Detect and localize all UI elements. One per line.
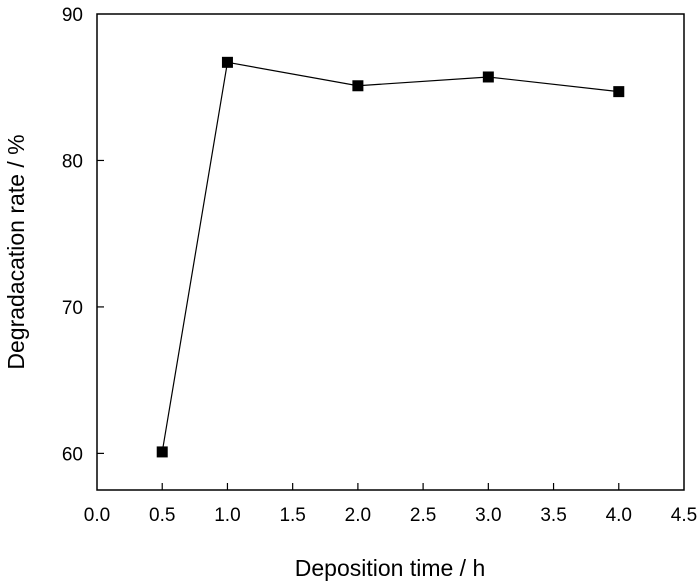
x-tick-label: 1.5 <box>279 505 305 526</box>
y-tick-label: 70 <box>62 298 83 319</box>
data-point-marker <box>156 446 168 458</box>
data-point-marker <box>221 56 233 68</box>
x-tick-label: 1.0 <box>214 505 240 526</box>
data-point-marker <box>482 71 494 83</box>
data-point-marker <box>613 86 625 98</box>
x-tick-label: 2.5 <box>410 505 436 526</box>
x-tick-label: 0.5 <box>149 505 175 526</box>
x-tick-label: 3.0 <box>475 505 501 526</box>
x-tick-label: 4.0 <box>606 505 632 526</box>
plot-frame <box>96 13 685 491</box>
data-point-marker <box>352 80 364 92</box>
x-tick-label: 0.0 <box>84 505 110 526</box>
y-tick-label: 60 <box>62 444 83 465</box>
y-axis-ticks: 60 70 80 90 <box>62 5 104 465</box>
x-tick-label: 4.5 <box>671 505 697 526</box>
x-tick-label: 3.5 <box>540 505 566 526</box>
series-layer <box>156 56 625 458</box>
x-tick-label: 2.0 <box>345 505 371 526</box>
series-line <box>161 61 619 453</box>
x-axis-ticks: 0.0 0.5 1.0 1.5 2.0 2.5 3.0 3.5 4.0 4.5 <box>84 483 697 526</box>
y-tick-label: 80 <box>62 151 83 172</box>
y-tick-label: 90 <box>62 5 83 26</box>
y-axis-title: Degradacation rate / % <box>3 134 29 369</box>
x-axis-title: Deposition time / h <box>295 555 485 581</box>
